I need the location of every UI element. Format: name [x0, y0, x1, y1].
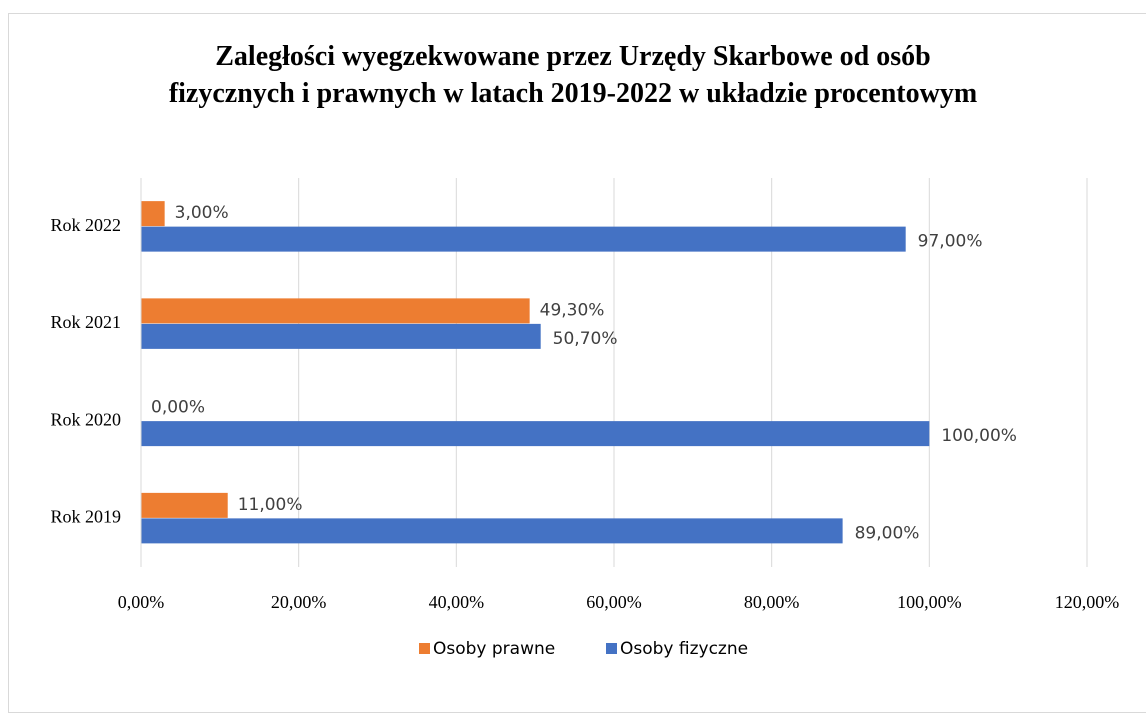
data-label: 89,00% [855, 523, 920, 543]
bar [141, 323, 541, 349]
bar [141, 421, 930, 447]
legend-swatch [419, 643, 430, 654]
y-tick-label: Rok 2019 [50, 507, 121, 527]
y-tick-label: Rok 2020 [50, 409, 121, 429]
data-label: 3,00% [175, 203, 229, 223]
y-tick-label: Rok 2022 [50, 215, 121, 235]
bar [141, 201, 165, 227]
page: Zaległości wyegzekwowane przez Urzędy Sk… [8, 13, 1146, 713]
x-tick-label: 80,00% [744, 592, 800, 612]
data-label: 0,00% [151, 398, 205, 418]
bar [141, 298, 530, 324]
data-label: 100,00% [941, 426, 1017, 446]
x-tick-label: 0,00% [118, 592, 165, 612]
x-tick-label: 60,00% [586, 592, 642, 612]
chart: 0,00% 20,00% 40,00% 60,00% 80,00% 100,00% 120,… [50, 178, 1120, 659]
x-tick-label: 100,00% [897, 592, 962, 612]
x-tick-label: 20,00% [271, 592, 327, 612]
bar [141, 492, 228, 518]
chart-title: Zaległości wyegzekwowane przez Urzędy Sk… [168, 41, 978, 109]
y-tick-label: Rok 2021 [50, 312, 121, 332]
data-label: 97,00% [918, 232, 983, 252]
legend-label: Osoby fizyczne [620, 639, 748, 659]
bar [141, 518, 843, 544]
legend-label: Osoby prawne [433, 639, 555, 659]
x-tick-label: 40,00% [429, 592, 485, 612]
x-tick-label: 120,00% [1055, 592, 1120, 612]
legend-swatch [606, 643, 617, 654]
data-label: 49,30% [540, 300, 605, 320]
data-label: 50,70% [553, 329, 618, 349]
data-label: 11,00% [238, 495, 303, 515]
bar [141, 226, 906, 252]
